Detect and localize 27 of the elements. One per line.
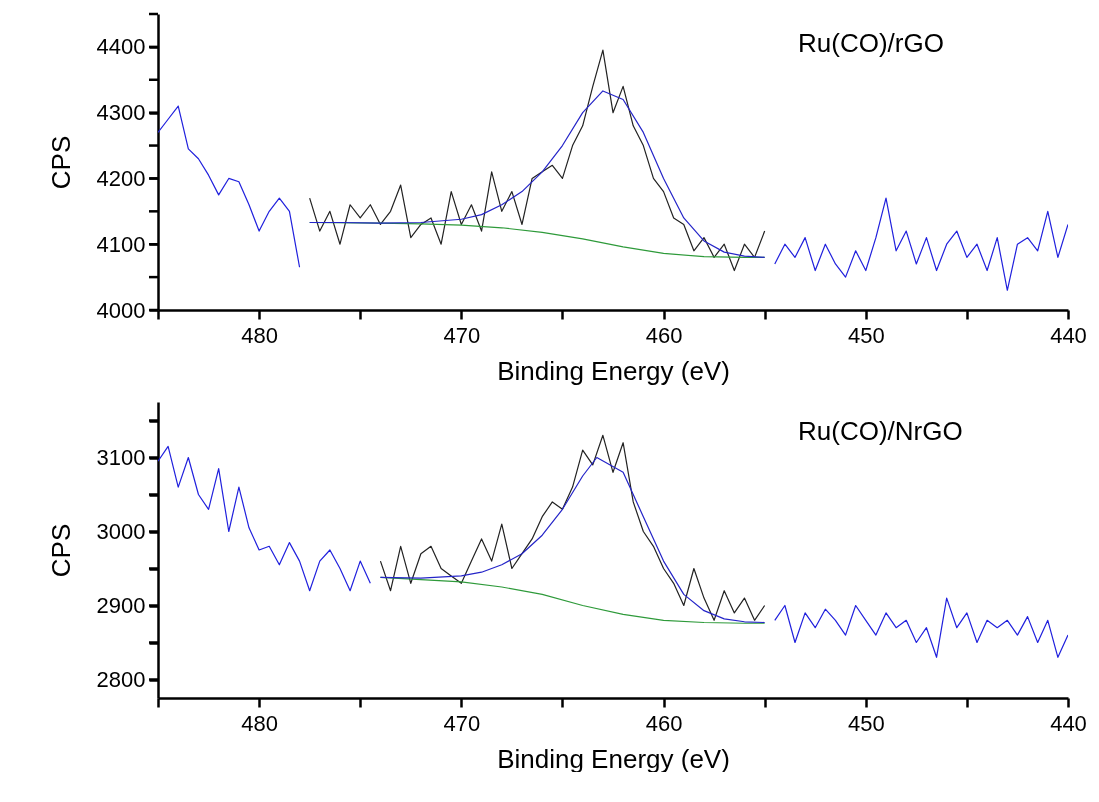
x-tick-label: 470 — [443, 710, 481, 736]
y-tick-label: 4000 — [96, 297, 146, 323]
x-axis-title: Binding Energy (eV) — [497, 355, 730, 386]
x-tick-label: 460 — [645, 710, 683, 736]
x-tick-label: 440 — [1050, 710, 1087, 736]
x-tick-label: 470 — [443, 322, 481, 348]
x-tick-label: 460 — [645, 322, 683, 348]
line-series — [309, 49, 766, 272]
x-tick-label: 480 — [241, 322, 278, 348]
y-tick-label: 4300 — [96, 100, 146, 126]
annotation: Ru(CO)/NrGO — [798, 416, 963, 446]
y-tick-label: 2900 — [96, 593, 146, 618]
y-tick-label: 4100 — [96, 231, 146, 257]
x-tick-label: 440 — [1050, 322, 1087, 348]
x-tick-label: 450 — [847, 710, 885, 736]
y-tick-label: 4400 — [96, 34, 146, 60]
x-tick-label: 480 — [241, 710, 278, 736]
y-tick-label: 3100 — [96, 445, 146, 470]
y-axis-title: CPS — [45, 135, 76, 190]
y-axis-title: CPS — [45, 523, 76, 578]
line-series — [309, 90, 766, 258]
y-tick-label: 2800 — [96, 667, 146, 692]
y-tick-label: 3000 — [96, 519, 146, 544]
x-tick-label: 450 — [847, 322, 885, 348]
annotation: Ru(CO)/rGO — [798, 28, 944, 58]
y-tick-label: 4200 — [96, 165, 146, 191]
x-axis-title: Binding Energy (eV) — [497, 743, 730, 774]
